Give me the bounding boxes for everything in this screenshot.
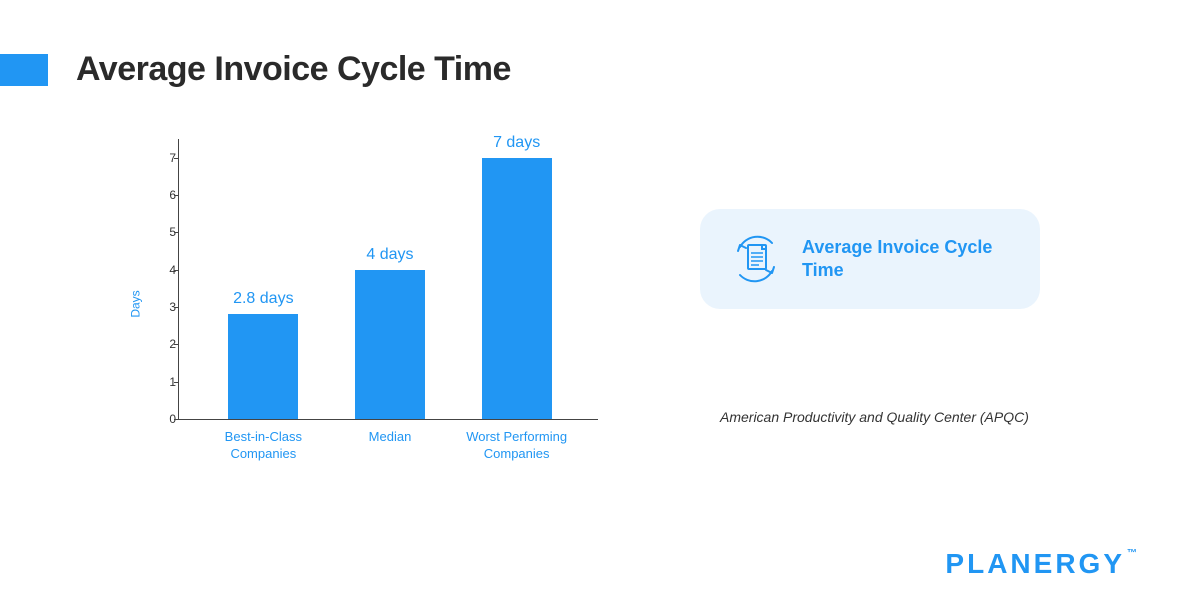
header: Average Invoice Cycle Time	[0, 0, 1200, 89]
source-citation: American Productivity and Quality Center…	[720, 409, 1040, 425]
callout-box: Average Invoice Cycle Time	[700, 209, 1040, 309]
header-accent-block	[0, 54, 48, 86]
y-tick-mark	[174, 158, 178, 159]
y-tick-mark	[174, 195, 178, 196]
bars-container: 2.8 days4 days7 days	[200, 139, 580, 419]
bar-group: 7 days	[457, 134, 577, 419]
y-tick-mark	[174, 270, 178, 271]
bar-chart: Days 01234567 2.8 days4 days7 days Best-…	[140, 139, 620, 469]
right-panel: Average Invoice Cycle Time American Prod…	[700, 139, 1040, 469]
content-area: Days 01234567 2.8 days4 days7 days Best-…	[0, 139, 1200, 469]
brand-logo: PLANERGY™	[945, 548, 1140, 580]
category-labels: Best-in-Class CompaniesMedianWorst Perfo…	[200, 429, 580, 463]
y-tick-mark	[174, 344, 178, 345]
category-label: Worst Performing Companies	[457, 429, 577, 463]
page-title: Average Invoice Cycle Time	[76, 50, 511, 89]
y-axis-label: Days	[129, 290, 143, 317]
category-label: Median	[330, 429, 450, 463]
category-label: Best-in-Class Companies	[203, 429, 323, 463]
y-tick-mark	[174, 307, 178, 308]
logo-text: PLANERGY	[945, 548, 1125, 579]
y-tick-mark	[174, 232, 178, 233]
y-tick-mark	[174, 419, 178, 420]
trademark-symbol: ™	[1127, 548, 1140, 559]
bar	[355, 270, 425, 419]
bar	[228, 314, 298, 419]
x-axis-line	[178, 419, 598, 420]
bar-value-label: 4 days	[366, 246, 413, 264]
bar-group: 4 days	[330, 246, 450, 419]
y-axis-line	[178, 139, 179, 419]
document-cycle-icon	[728, 231, 784, 287]
y-tick-mark	[174, 382, 178, 383]
bar-value-label: 7 days	[493, 134, 540, 152]
bar-value-label: 2.8 days	[233, 290, 293, 308]
bar-group: 2.8 days	[203, 290, 323, 419]
callout-text: Average Invoice Cycle Time	[802, 236, 1000, 283]
bar	[482, 158, 552, 419]
